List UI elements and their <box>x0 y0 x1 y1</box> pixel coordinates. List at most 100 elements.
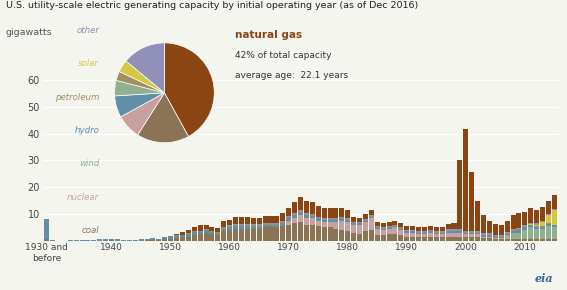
Bar <box>375 227 380 229</box>
Bar <box>369 216 374 217</box>
Bar <box>399 227 403 228</box>
Bar <box>534 225 539 226</box>
Bar <box>351 217 356 222</box>
Bar <box>263 223 268 224</box>
Bar <box>475 231 480 232</box>
Bar <box>469 234 474 237</box>
Bar <box>304 213 309 214</box>
Bar <box>209 232 214 234</box>
Bar <box>487 233 492 235</box>
Bar <box>540 229 545 239</box>
Bar <box>510 238 515 239</box>
Bar <box>121 240 126 241</box>
Bar <box>316 206 321 217</box>
Bar <box>74 240 79 241</box>
Bar <box>351 233 356 241</box>
Bar <box>422 227 427 231</box>
Bar <box>109 239 114 240</box>
Bar <box>127 240 132 241</box>
Bar <box>339 221 344 230</box>
Bar <box>274 224 280 225</box>
Bar <box>209 231 214 232</box>
Bar <box>458 237 463 241</box>
Wedge shape <box>115 93 164 117</box>
Bar <box>204 225 209 229</box>
Bar <box>204 229 209 230</box>
Bar <box>103 239 108 241</box>
Bar <box>392 225 397 226</box>
Bar <box>286 225 291 241</box>
Bar <box>168 239 173 241</box>
Text: natural gas: natural gas <box>235 30 302 40</box>
Bar <box>174 235 179 236</box>
Bar <box>380 229 386 230</box>
Bar <box>481 235 486 237</box>
Bar <box>458 231 463 233</box>
Bar <box>522 212 527 225</box>
Bar <box>257 225 262 226</box>
Text: 42% of total capacity: 42% of total capacity <box>235 51 332 60</box>
Bar <box>392 226 397 227</box>
Bar <box>375 226 380 227</box>
Bar <box>245 225 250 226</box>
Bar <box>204 233 209 241</box>
Bar <box>280 226 285 241</box>
Bar <box>546 214 551 215</box>
Bar <box>251 224 256 225</box>
Bar <box>209 234 214 241</box>
Bar <box>428 230 433 231</box>
Bar <box>333 208 338 218</box>
Bar <box>540 239 545 241</box>
Bar <box>363 219 368 220</box>
Bar <box>434 231 439 232</box>
Bar <box>375 235 380 241</box>
Bar <box>458 233 463 237</box>
Bar <box>422 233 427 234</box>
Bar <box>499 225 503 235</box>
Bar <box>380 223 386 227</box>
Wedge shape <box>115 80 164 96</box>
Bar <box>198 232 202 234</box>
Bar <box>351 225 356 233</box>
Bar <box>162 239 167 241</box>
Text: average age:  22.1 years: average age: 22.1 years <box>235 71 349 80</box>
Bar <box>399 223 403 227</box>
Bar <box>345 220 350 222</box>
Bar <box>198 225 202 231</box>
Bar <box>280 223 285 226</box>
Bar <box>439 233 445 234</box>
Bar <box>316 217 321 218</box>
Bar <box>239 225 244 226</box>
Bar <box>321 219 327 220</box>
Bar <box>416 232 421 233</box>
Bar <box>269 223 273 224</box>
Bar <box>209 226 214 231</box>
Bar <box>528 224 533 225</box>
Bar <box>298 215 303 222</box>
Bar <box>463 231 468 232</box>
Bar <box>493 239 498 241</box>
Bar <box>156 239 162 240</box>
Bar <box>439 232 445 233</box>
Bar <box>233 225 238 226</box>
Bar <box>363 222 368 231</box>
Bar <box>475 237 480 241</box>
Bar <box>192 231 197 232</box>
Bar <box>333 222 338 229</box>
Bar <box>458 160 463 229</box>
Bar <box>233 229 238 241</box>
Bar <box>439 237 445 241</box>
Bar <box>475 234 480 237</box>
Bar <box>493 237 498 238</box>
Bar <box>510 229 515 230</box>
Bar <box>380 227 386 228</box>
Bar <box>174 234 179 235</box>
Bar <box>469 237 474 241</box>
Bar <box>475 233 480 234</box>
Bar <box>233 226 238 229</box>
Bar <box>528 225 533 227</box>
Bar <box>404 226 409 230</box>
Bar <box>269 227 273 241</box>
Bar <box>333 229 338 241</box>
Bar <box>517 229 522 230</box>
